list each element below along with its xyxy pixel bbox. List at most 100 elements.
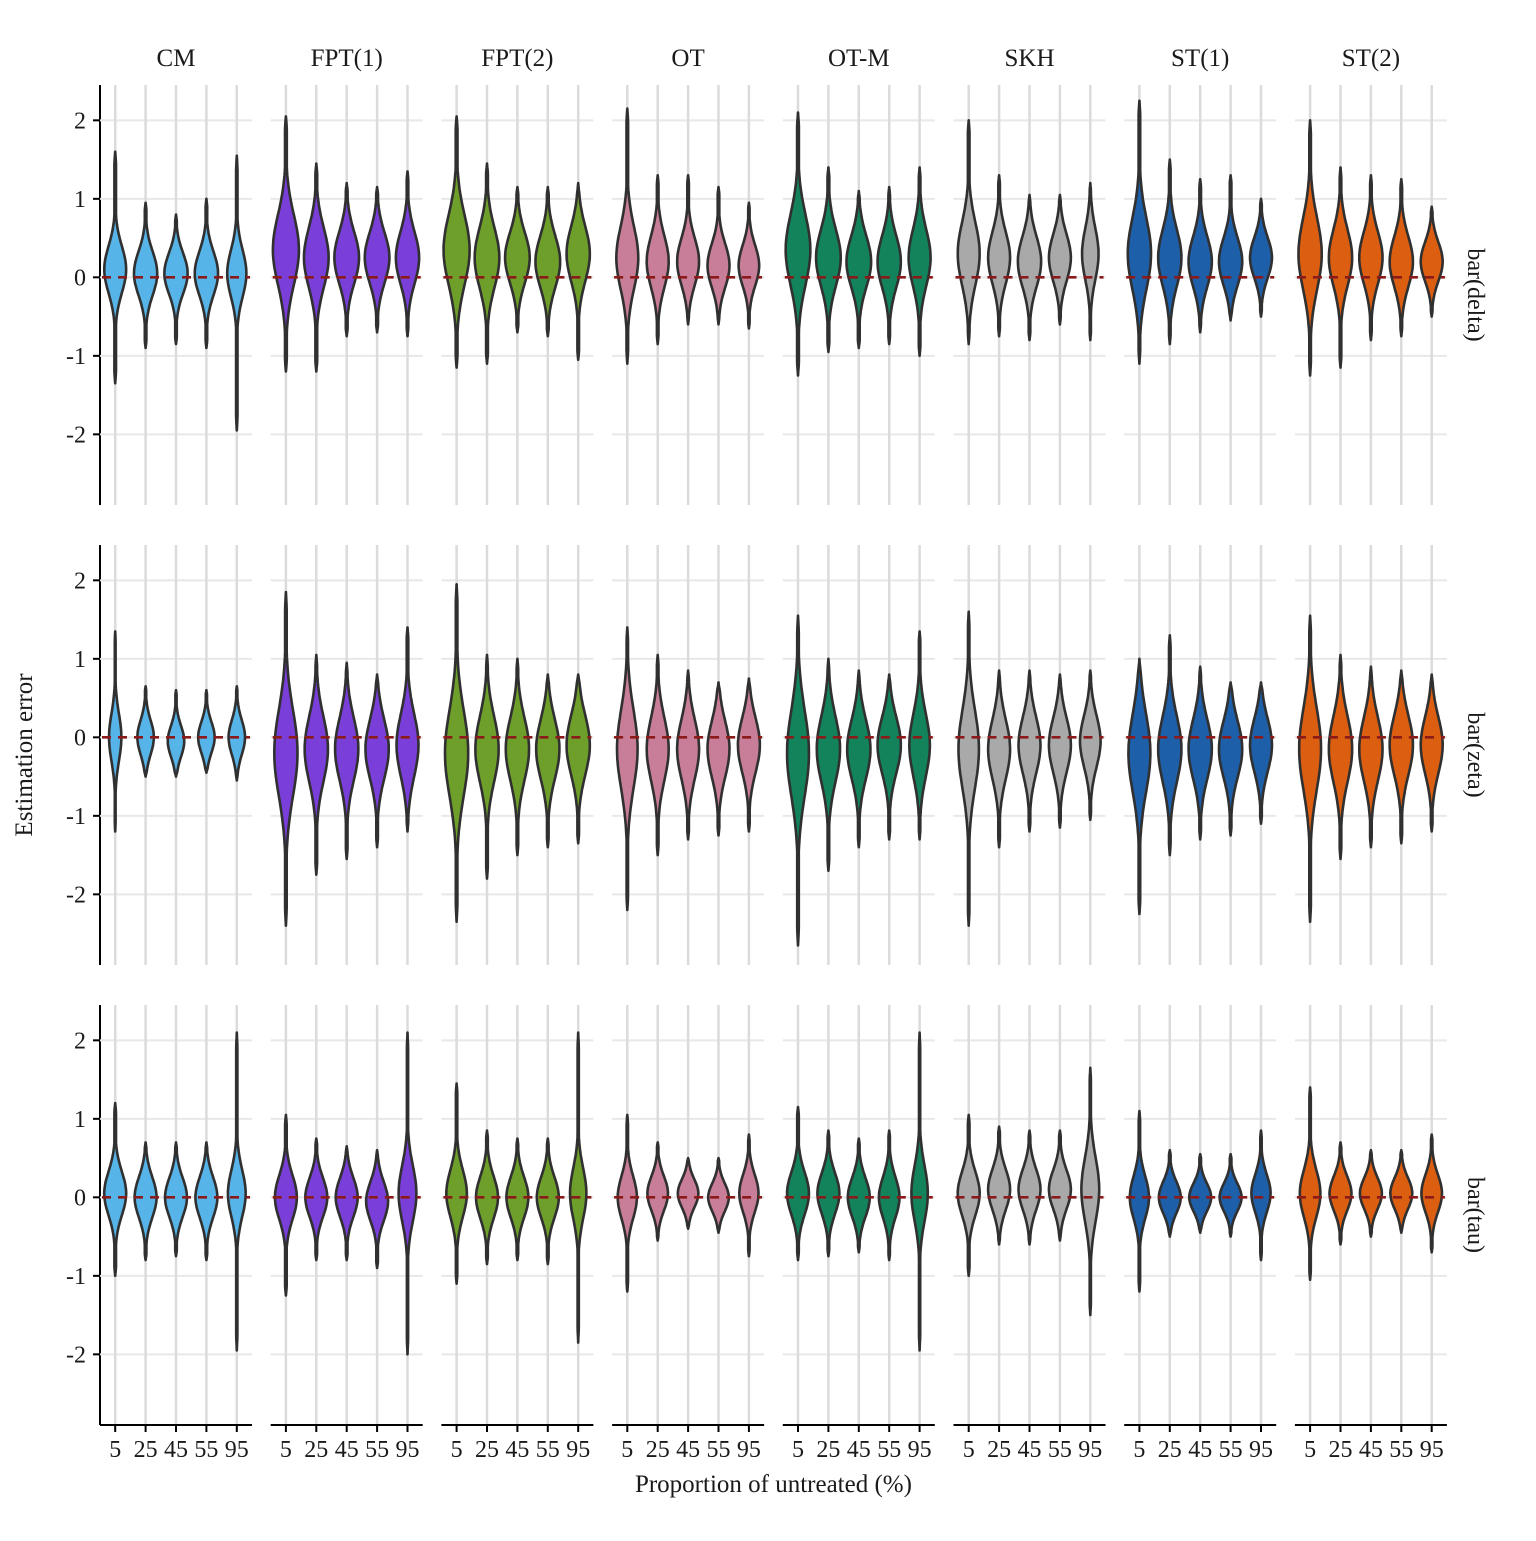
col-facet-label: OT-M: [828, 45, 890, 72]
panel-bar(zeta)-OT-M: [782, 545, 935, 965]
violin: [474, 1129, 500, 1266]
x-tick-label: 45: [164, 1437, 188, 1463]
violin: [957, 610, 981, 927]
x-tick-label: 25: [646, 1437, 670, 1463]
violin: [910, 1031, 930, 1352]
panel-bar(tau)-FPT(2): [441, 1005, 594, 1425]
violin: [1217, 174, 1244, 322]
violin: [615, 107, 640, 365]
violin: [103, 150, 128, 385]
violin: [1078, 669, 1102, 822]
violin: [706, 1156, 731, 1234]
x-tick-label: 55: [1389, 1437, 1413, 1463]
violin: [646, 1141, 670, 1242]
x-tick-label: 5: [621, 1437, 633, 1463]
violin: [737, 201, 761, 330]
panel-bar(tau)-OT-M: [782, 1005, 935, 1425]
violin: [1218, 1152, 1243, 1238]
x-tick-label: 45: [505, 1437, 529, 1463]
violin: [227, 685, 247, 782]
violin: [676, 1156, 700, 1230]
x-tick-label: 5: [963, 1437, 975, 1463]
x-tick-label: 95: [396, 1437, 420, 1463]
violin: [1047, 193, 1073, 326]
violin: [133, 1141, 158, 1262]
x-tick-label: 5: [1304, 1437, 1316, 1463]
col-facet-label: ST(1): [1171, 45, 1229, 72]
violin: [1419, 673, 1444, 833]
violin: [565, 673, 592, 845]
violin: [363, 185, 391, 334]
violin: [1420, 1133, 1444, 1254]
violin: [1250, 1129, 1272, 1262]
x-tick-label: 45: [676, 1437, 700, 1463]
violin: [1128, 1109, 1151, 1293]
y-tick-label: 2: [74, 569, 86, 595]
x-tick-label: 55: [707, 1437, 731, 1463]
violin: [1419, 205, 1444, 318]
violin: [876, 673, 903, 841]
x-tick-label: 55: [194, 1437, 218, 1463]
y-tick-label: 2: [74, 109, 86, 135]
violin: [534, 185, 562, 338]
violin: [394, 170, 421, 338]
violin: [1327, 653, 1354, 861]
x-tick-label: 25: [475, 1437, 499, 1463]
violin: [132, 201, 159, 350]
violin: [503, 185, 531, 334]
x-tick-label: 5: [109, 1437, 121, 1463]
violin: [1248, 681, 1274, 825]
violin: [442, 115, 471, 369]
panel-bar(zeta)-OT: [612, 545, 765, 965]
x-tick-label: 25: [987, 1437, 1011, 1463]
panel-bar(zeta)-ST(1): [1124, 545, 1277, 965]
violin: [395, 626, 420, 833]
violin: [473, 162, 501, 365]
violin: [1080, 181, 1100, 342]
y-tick-label: 1: [74, 1107, 86, 1133]
violin: [271, 115, 301, 373]
violin: [877, 1129, 901, 1262]
violin: [1017, 669, 1042, 833]
x-tick-label: 95: [1078, 1437, 1102, 1463]
violin: [568, 1031, 588, 1344]
y-tick-label: -2: [66, 1343, 86, 1369]
violin: [816, 1129, 841, 1258]
violin: [1358, 665, 1384, 849]
x-tick-label: 95: [737, 1437, 761, 1463]
x-tick-label: 25: [1158, 1437, 1182, 1463]
y-tick-label: 0: [74, 266, 86, 292]
violin: [1187, 665, 1214, 841]
col-facet-label: FPT(2): [481, 45, 553, 72]
violin: [1298, 1086, 1322, 1282]
y-tick-label: -1: [66, 1264, 86, 1290]
x-tick-label: 45: [1018, 1437, 1042, 1463]
violin: [193, 197, 220, 350]
panel-bar(zeta)-SKH: [953, 545, 1106, 965]
violin: [986, 174, 1012, 338]
y-tick-label: 0: [74, 1186, 86, 1212]
x-tick-label: 25: [1329, 1437, 1353, 1463]
violin: [445, 1082, 469, 1285]
violin: [1248, 197, 1274, 318]
x-tick-label: 95: [1249, 1437, 1273, 1463]
violin: [815, 657, 842, 873]
y-tick-label: 1: [74, 187, 86, 213]
violin: [364, 1148, 390, 1270]
x-tick-label: 45: [847, 1437, 871, 1463]
panel-bar(zeta)-FPT(2): [441, 545, 594, 965]
violin: [785, 614, 811, 947]
violin: [956, 119, 981, 346]
panel-bar(delta)-ST(1): [1124, 85, 1277, 505]
violin: [196, 688, 216, 774]
violin: [1187, 1152, 1213, 1234]
violin: [136, 685, 156, 778]
x-tick-label: 95: [566, 1437, 590, 1463]
violin: [675, 669, 701, 841]
y-tick-label: -2: [66, 423, 86, 449]
x-tick-label: 5: [792, 1437, 804, 1463]
violin: [1389, 1148, 1414, 1234]
violin: [907, 166, 932, 358]
violin: [846, 1137, 872, 1254]
